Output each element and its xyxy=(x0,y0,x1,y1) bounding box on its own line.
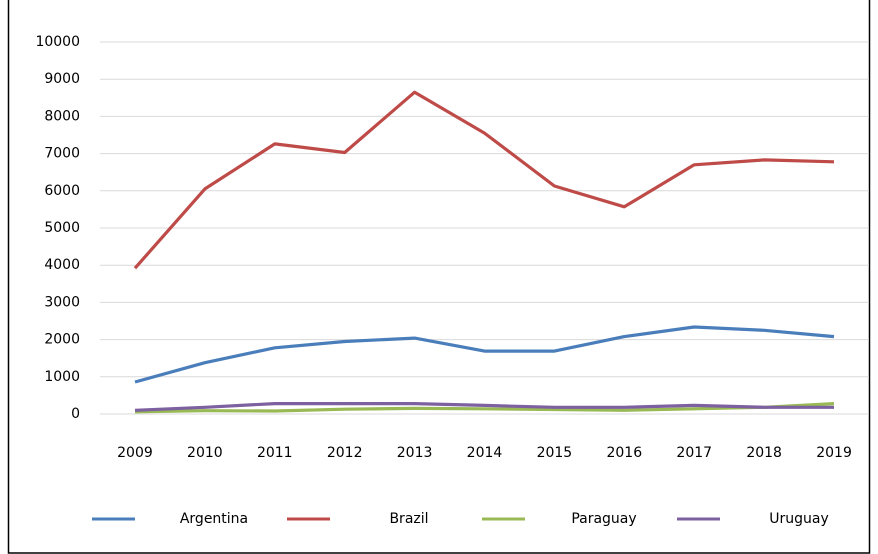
y-tick-label: 2000 xyxy=(44,332,80,348)
y-tick-label: 4000 xyxy=(44,257,80,273)
x-tick-label: 2018 xyxy=(746,445,782,461)
x-tick-label: 2017 xyxy=(676,445,712,461)
y-tick-label: 7000 xyxy=(44,146,80,162)
chart-frame xyxy=(7,0,871,554)
y-tick-label: 1000 xyxy=(44,369,80,385)
y-tick-label: 0 xyxy=(71,406,80,422)
y-tick-label: 8000 xyxy=(44,108,80,124)
x-tick-label: 2014 xyxy=(467,445,503,461)
y-tick-label: 9000 xyxy=(44,71,80,87)
x-tick-label: 2019 xyxy=(816,445,852,461)
y-tick-label: 5000 xyxy=(44,220,80,236)
legend-label: Paraguay xyxy=(571,511,636,527)
x-tick-label: 2011 xyxy=(257,445,293,461)
legend-label: Argentina xyxy=(180,511,248,527)
y-tick-label: 3000 xyxy=(44,294,80,310)
series-line xyxy=(134,325,835,384)
x-tick-label: 2009 xyxy=(117,445,153,461)
y-tick-label: 6000 xyxy=(44,183,80,199)
series-line xyxy=(134,402,834,412)
x-tick-label: 2012 xyxy=(327,445,363,461)
x-tick-label: 2016 xyxy=(606,445,642,461)
series-line xyxy=(133,90,835,270)
y-tick-label: 10000 xyxy=(35,34,80,50)
series-line xyxy=(134,402,835,414)
legend-label: Brazil xyxy=(389,511,428,527)
x-tick-label: 2013 xyxy=(397,445,433,461)
x-tick-label: 2015 xyxy=(537,445,573,461)
x-tick-label: 2010 xyxy=(187,445,223,461)
legend-label: Uruguay xyxy=(769,511,829,527)
